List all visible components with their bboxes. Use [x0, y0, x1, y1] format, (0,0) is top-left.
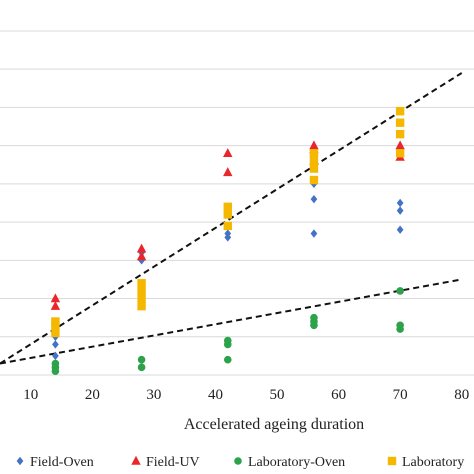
x-tick-label: 50: [270, 387, 285, 403]
data-point: [396, 287, 404, 295]
data-point: [223, 221, 232, 231]
data-point: [395, 140, 405, 150]
legend-label: Field-UV: [146, 455, 200, 470]
data-point: [223, 202, 232, 211]
data-point: [50, 300, 61, 310]
data-point: [51, 328, 60, 338]
x-tick-label: 70: [393, 387, 408, 403]
data-point: [137, 301, 146, 311]
data-point: [396, 225, 404, 234]
data-point: [137, 279, 146, 288]
data-point: [224, 229, 232, 238]
legend-marker: [131, 455, 141, 465]
data-point: [137, 355, 146, 364]
data-point: [223, 167, 233, 177]
data-point: [51, 321, 60, 330]
gridlines: [0, 30, 474, 376]
legend-label: Laboratory: [402, 455, 464, 470]
data-point: [309, 149, 319, 158]
data-point: [50, 293, 61, 303]
data-point: [136, 243, 147, 253]
data-point: [395, 118, 405, 127]
x-axis-title: Accelerated ageing duration: [184, 416, 364, 433]
data-point: [309, 156, 319, 166]
legend-marker: [234, 457, 242, 465]
legend: Field-Oven Field-UV Laboratory-Oven Laborat…: [16, 455, 464, 470]
x-tick-label: 10: [23, 387, 38, 403]
data-point: [395, 129, 405, 139]
data-point: [309, 164, 319, 173]
legend-marker: [387, 456, 397, 466]
data-point: [137, 363, 146, 372]
data-point: [223, 148, 233, 157]
data-point: [137, 294, 146, 303]
data-points: [50, 107, 405, 375]
legend-marker: [16, 456, 24, 466]
x-tick-label: 20: [85, 387, 100, 403]
legend-label: Laboratory-Oven: [248, 455, 345, 470]
data-point: [136, 251, 147, 261]
legend-label: Field-Oven: [30, 455, 94, 470]
data-point: [223, 355, 232, 364]
data-point: [396, 206, 404, 215]
trendline: [0, 278, 462, 365]
data-point: [395, 107, 405, 116]
x-tick-label: 60: [331, 387, 346, 403]
x-tick-labels: 10 20 30 40 50 60 70 80: [23, 387, 469, 403]
data-point: [310, 194, 318, 204]
data-point: [223, 340, 232, 349]
data-point: [223, 210, 232, 219]
data-point: [309, 175, 319, 185]
data-point: [52, 340, 59, 349]
data-point: [52, 351, 59, 361]
data-point: [396, 198, 404, 208]
x-tick-label: 80: [454, 387, 469, 403]
data-point: [310, 321, 318, 330]
x-tick-label: 40: [208, 387, 223, 403]
data-point: [395, 149, 405, 158]
data-point: [51, 367, 60, 375]
data-point: [396, 325, 404, 333]
data-point: [137, 286, 146, 296]
x-tick-label: 30: [146, 387, 161, 403]
data-point: [310, 229, 318, 238]
